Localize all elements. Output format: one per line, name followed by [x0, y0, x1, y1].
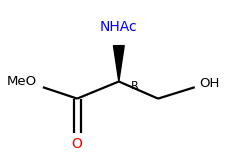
Text: OH: OH [200, 77, 220, 90]
Text: R: R [131, 81, 139, 91]
Text: NHAc: NHAc [100, 20, 138, 34]
Text: O: O [72, 137, 83, 151]
Polygon shape [113, 46, 124, 82]
Text: MeO: MeO [7, 75, 37, 88]
